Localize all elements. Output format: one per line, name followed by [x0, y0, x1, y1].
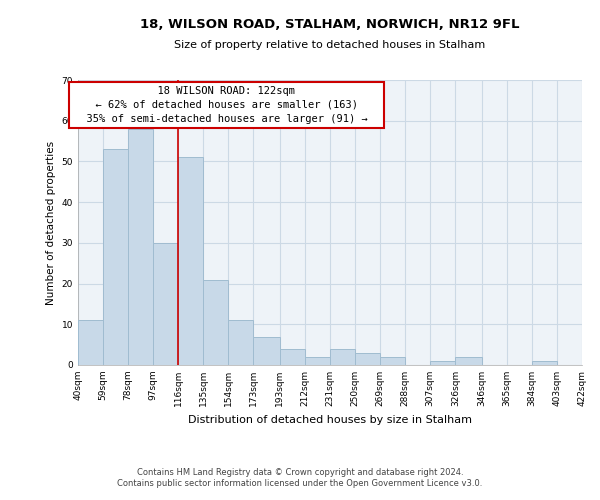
- Y-axis label: Number of detached properties: Number of detached properties: [46, 140, 56, 304]
- Bar: [203, 280, 229, 365]
- Bar: [153, 243, 178, 365]
- Text: Contains HM Land Registry data © Crown copyright and database right 2024.
Contai: Contains HM Land Registry data © Crown c…: [118, 468, 482, 487]
- Bar: [229, 320, 253, 365]
- Text: 18 WILSON ROAD: 122sqm  
  ← 62% of detached houses are smaller (163)  
  35% of: 18 WILSON ROAD: 122sqm ← 62% of detached…: [74, 86, 380, 124]
- Bar: [280, 348, 305, 365]
- Bar: [103, 149, 128, 365]
- Bar: [455, 357, 482, 365]
- Bar: [430, 361, 455, 365]
- Text: 18, WILSON ROAD, STALHAM, NORWICH, NR12 9FL: 18, WILSON ROAD, STALHAM, NORWICH, NR12 …: [140, 18, 520, 30]
- Bar: [330, 348, 355, 365]
- Bar: [253, 336, 280, 365]
- Bar: [178, 158, 203, 365]
- Text: Size of property relative to detached houses in Stalham: Size of property relative to detached ho…: [175, 40, 485, 50]
- Bar: [78, 320, 103, 365]
- Bar: [380, 357, 405, 365]
- Bar: [305, 357, 330, 365]
- X-axis label: Distribution of detached houses by size in Stalham: Distribution of detached houses by size …: [188, 414, 472, 424]
- Bar: [532, 361, 557, 365]
- Bar: [355, 353, 380, 365]
- Bar: [128, 129, 153, 365]
